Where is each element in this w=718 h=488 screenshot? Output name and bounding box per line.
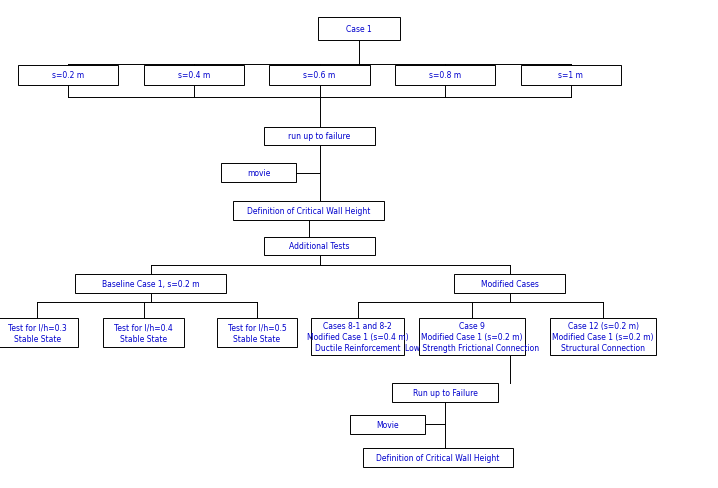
- Text: run up to failure: run up to failure: [289, 132, 350, 141]
- Text: Test for l/h=0.3
Stable State: Test for l/h=0.3 Stable State: [8, 323, 67, 343]
- Text: movie: movie: [247, 169, 270, 178]
- Text: Case 1: Case 1: [346, 25, 372, 34]
- FancyBboxPatch shape: [221, 164, 297, 183]
- FancyBboxPatch shape: [311, 318, 404, 355]
- FancyBboxPatch shape: [521, 65, 621, 86]
- FancyBboxPatch shape: [217, 319, 297, 347]
- Text: Modified Cases: Modified Cases: [481, 280, 538, 288]
- FancyBboxPatch shape: [75, 275, 226, 293]
- Text: Test for l/h=0.5
Stable State: Test for l/h=0.5 Stable State: [228, 323, 286, 343]
- Text: Test for l/h=0.4
Stable State: Test for l/h=0.4 Stable State: [114, 323, 173, 343]
- FancyBboxPatch shape: [0, 319, 78, 347]
- Text: Additional Tests: Additional Tests: [289, 242, 350, 251]
- FancyBboxPatch shape: [264, 237, 375, 256]
- FancyBboxPatch shape: [18, 65, 118, 86]
- FancyBboxPatch shape: [392, 384, 498, 402]
- Text: Case 12 (s=0.2 m)
Modified Case 1 (s=0.2 m)
Structural Connection: Case 12 (s=0.2 m) Modified Case 1 (s=0.2…: [552, 321, 654, 352]
- Text: Case 9
Modified Case 1 (s=0.2 m)
Low Strength Frictional Connection: Case 9 Modified Case 1 (s=0.2 m) Low Str…: [405, 321, 538, 352]
- FancyBboxPatch shape: [103, 319, 184, 347]
- Text: Run up to Failure: Run up to Failure: [413, 388, 477, 397]
- Text: Baseline Case 1, s=0.2 m: Baseline Case 1, s=0.2 m: [102, 280, 200, 288]
- FancyBboxPatch shape: [419, 318, 525, 355]
- Text: Cases 8-1 and 8-2
Modified Case 1 (s=0.4 m)
Ductile Reinforcement: Cases 8-1 and 8-2 Modified Case 1 (s=0.4…: [307, 321, 409, 352]
- Text: s=0.6 m: s=0.6 m: [304, 71, 335, 80]
- FancyBboxPatch shape: [550, 318, 656, 355]
- Text: Movie: Movie: [376, 420, 399, 429]
- FancyBboxPatch shape: [395, 65, 495, 86]
- Text: s=0.4 m: s=0.4 m: [178, 71, 210, 80]
- FancyBboxPatch shape: [144, 65, 244, 86]
- FancyBboxPatch shape: [363, 448, 513, 467]
- Text: s=0.8 m: s=0.8 m: [429, 71, 461, 80]
- FancyBboxPatch shape: [233, 202, 384, 220]
- FancyBboxPatch shape: [269, 65, 370, 86]
- Text: s=1 m: s=1 m: [559, 71, 583, 80]
- Text: Definition of Critical Wall Height: Definition of Critical Wall Height: [247, 206, 370, 215]
- Text: s=0.2 m: s=0.2 m: [52, 71, 84, 80]
- FancyBboxPatch shape: [350, 415, 425, 434]
- FancyBboxPatch shape: [264, 127, 375, 146]
- FancyBboxPatch shape: [317, 18, 401, 41]
- Text: Definition of Critical Wall Height: Definition of Critical Wall Height: [376, 453, 500, 462]
- FancyBboxPatch shape: [454, 275, 566, 293]
